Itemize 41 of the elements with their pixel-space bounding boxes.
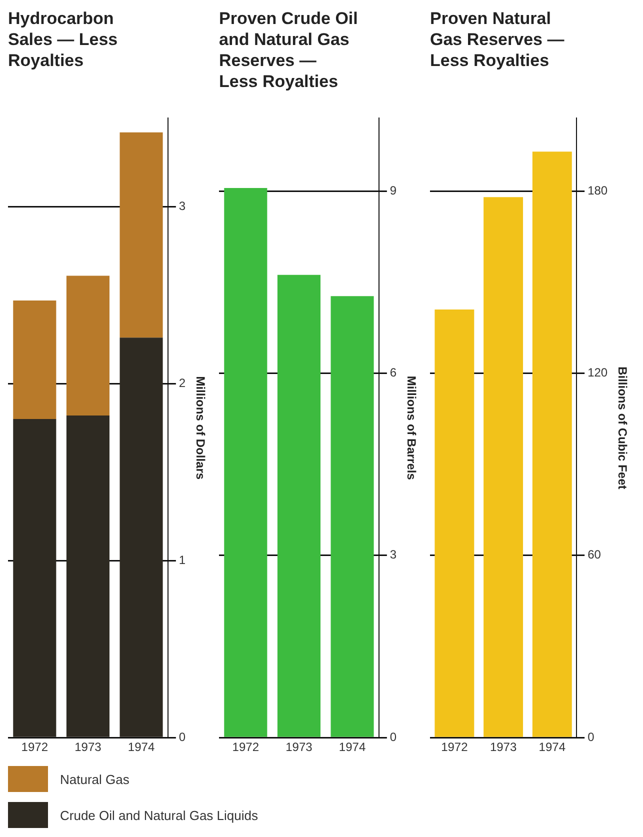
x-tick-label: 1972 (441, 740, 468, 754)
y-axis-title: Millions of Barrels (404, 376, 418, 480)
bar (224, 188, 268, 737)
bar (532, 152, 572, 737)
y-tick-label: 0 (178, 730, 186, 744)
bar (66, 276, 110, 416)
legend-label: Crude Oil and Natural Gas Liquids (60, 808, 258, 822)
y-tick-label: 0 (588, 730, 595, 744)
x-tick-label: 1974 (338, 740, 366, 754)
y-tick-label: 9 (390, 183, 397, 198)
x-tick-label: 1972 (21, 740, 48, 754)
chart-title: Hydrocarbon Sales — Less Royalties (8, 8, 119, 72)
y-tick-label: 120 (588, 366, 608, 380)
bar (66, 416, 110, 737)
x-tick-label: 1973 (490, 740, 517, 754)
legend-label: Natural Gas (60, 772, 130, 786)
chart-title: Proven Crude Oil and Natural Gas Reserves — Less Royalties (219, 8, 359, 93)
y-tick-label: 2 (178, 376, 186, 390)
bar (13, 300, 56, 420)
y-tick-label: 3 (390, 548, 397, 562)
chart-title: Proven Natural Gas Reserves — Less Royalties (430, 8, 566, 72)
bar (120, 132, 163, 338)
y-tick-label: 180 (588, 183, 608, 198)
x-tick-label: 1974 (538, 740, 566, 754)
x-tick-label: 1972 (232, 740, 260, 754)
y-tick-label: 60 (588, 548, 602, 562)
x-tick-label: 1973 (286, 740, 313, 754)
y-tick-label: 3 (178, 199, 186, 213)
bar (120, 338, 163, 737)
y-tick-label: 6 (390, 366, 397, 380)
bar (484, 197, 524, 737)
y-tick-label: 0 (390, 730, 397, 744)
bar (13, 419, 56, 737)
y-tick-label: 1 (178, 552, 186, 567)
x-tick-label: 1974 (128, 740, 155, 754)
y-axis-title: Billions of Cubic Feet (615, 366, 630, 490)
bar (434, 309, 474, 737)
y-axis-title: Millions of Dollars (193, 376, 208, 480)
x-tick-label: 1973 (74, 740, 102, 754)
bar (277, 274, 320, 737)
bar (330, 296, 374, 737)
